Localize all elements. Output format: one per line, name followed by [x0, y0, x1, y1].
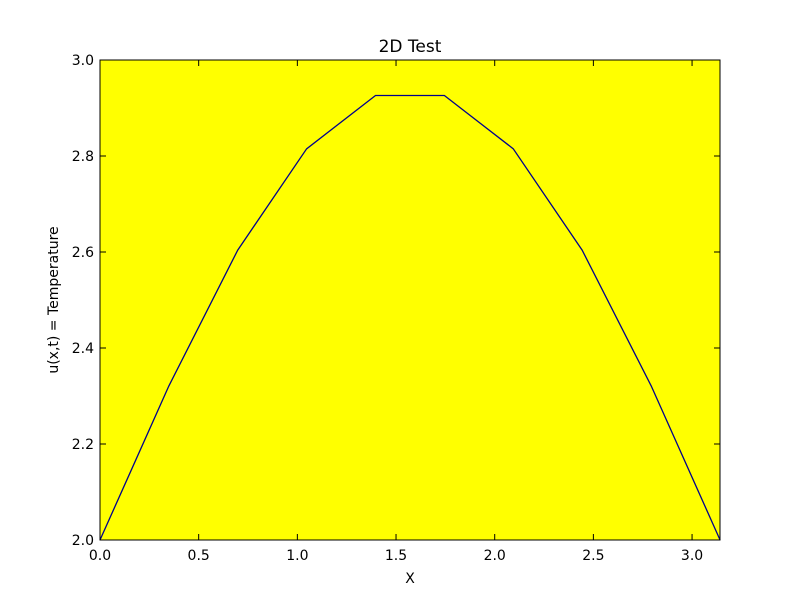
x-axis-label: X	[405, 571, 415, 587]
y-axis-label: u(x,t) = Temperature	[46, 226, 62, 373]
x-tick-label: 3.0	[681, 548, 703, 564]
plot-frame	[99, 59, 721, 541]
y-axis-ticks: 2.0 2.2 2.4 2.6 2.8 3.0	[72, 53, 720, 549]
y-tick-label: 2.6	[72, 245, 94, 261]
plot-area	[100, 60, 720, 540]
x-tick-label: 0.5	[188, 548, 210, 564]
y-tick-label: 2.2	[72, 437, 94, 453]
x-tick-label: 1.5	[385, 548, 407, 564]
x-tick-label: 0.0	[89, 548, 111, 564]
series-layer	[99, 94, 721, 541]
series-line-u	[99, 94, 721, 541]
chart-title: 2D Test	[379, 37, 442, 57]
x-tick-label: 2.5	[582, 548, 604, 564]
x-tick-label: 1.0	[286, 548, 308, 564]
y-tick-label: 3.0	[72, 53, 94, 69]
y-tick-label: 2.4	[72, 341, 94, 357]
x-tick-label: 2.0	[484, 548, 506, 564]
y-tick-label: 2.0	[72, 533, 94, 549]
x-axis-ticks: 0.0 0.5 1.0 1.5 2.0 2.5 3.0	[89, 60, 703, 564]
y-tick-label: 2.8	[72, 149, 94, 165]
